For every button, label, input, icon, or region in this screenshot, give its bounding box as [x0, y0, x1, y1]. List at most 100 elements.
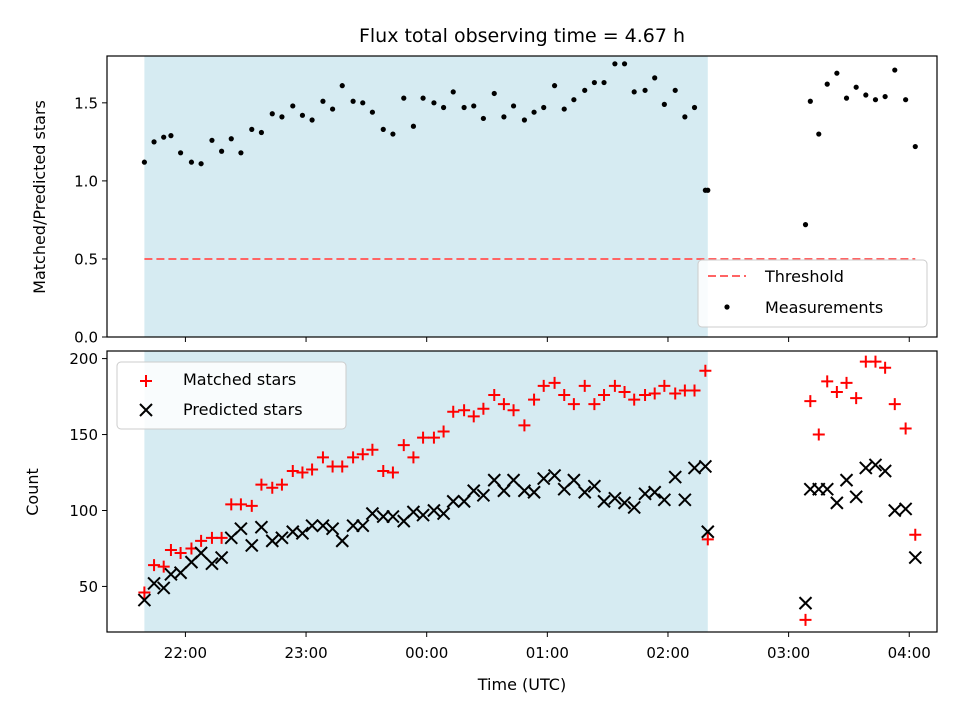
count-legend: Matched stars Predicted stars — [116, 361, 347, 430]
y-tick-label: 150 — [69, 426, 98, 444]
matched-star-point — [157, 560, 170, 573]
legend-measurements-label: Measurements — [765, 298, 883, 317]
predicted-star-point — [265, 534, 279, 548]
measurement-point — [480, 115, 486, 122]
measurement-point — [912, 143, 918, 150]
matched-star-point — [148, 559, 161, 572]
matched-star-point — [407, 451, 420, 464]
predicted-star-point — [830, 496, 844, 510]
measurement-point — [219, 148, 225, 154]
matched-star-point — [366, 443, 379, 456]
measurement-point — [802, 222, 809, 228]
matched-star-point — [699, 364, 712, 377]
measurement-point — [269, 111, 275, 117]
matched-star-point — [234, 498, 247, 511]
matched-star-point — [507, 404, 520, 417]
matched-star-point — [386, 466, 399, 479]
x-tick-label: 22:00 — [164, 644, 207, 662]
predicted-star-point — [627, 500, 641, 515]
matched-star-point — [174, 547, 187, 560]
predicted-star-point — [908, 550, 922, 565]
measurement-point — [279, 114, 285, 120]
predicted-star-point — [859, 461, 873, 475]
measurement-point — [834, 70, 840, 76]
matched-star-point — [467, 410, 480, 423]
matched-star-point — [528, 393, 541, 406]
measurement-point — [601, 79, 607, 86]
predicted-star-point — [839, 473, 854, 487]
matched-star-point — [840, 376, 853, 389]
y-tick-label: 50 — [79, 578, 98, 596]
predicted-star-point — [657, 493, 672, 507]
predicted-star-point — [205, 556, 219, 571]
ratio-panel: 0.0 0.5 1.0 1.5 Matched/Predicted stars Thr… — [30, 55, 938, 347]
predicted-star-point — [798, 596, 813, 610]
measurement-point — [582, 87, 588, 93]
predicted-star-point — [325, 522, 340, 536]
predicted-star-point — [346, 518, 360, 533]
matched-star-point — [850, 392, 863, 405]
predicted-star-point — [386, 509, 400, 524]
matched-star-point — [669, 387, 682, 400]
count-panel-frame — [106, 350, 938, 633]
measurement-point — [401, 95, 407, 101]
measurement-point — [863, 92, 869, 98]
measurement-point — [872, 97, 879, 103]
y-tick-label: 1.5 — [74, 94, 98, 112]
measurement-point — [410, 123, 417, 129]
y-tick-label: 200 — [69, 350, 98, 368]
predicted-star-point — [647, 485, 662, 499]
legend-predicted-label: Predicted stars — [183, 400, 303, 419]
measurement-point — [672, 87, 678, 93]
predicted-star-point — [467, 484, 481, 498]
measurement-point — [258, 129, 265, 136]
y-tick-label: 0.0 — [74, 329, 98, 347]
predicted-star-point — [234, 522, 248, 536]
matched-star-point — [821, 375, 834, 388]
measurement-point — [571, 97, 577, 103]
measurement-point — [816, 131, 822, 137]
predicted-star-point — [868, 458, 883, 472]
measurement-point — [521, 117, 528, 123]
matched-star-point — [245, 499, 258, 512]
chart-title: Flux total observing time = 4.67 h — [359, 25, 685, 47]
matched-star-point — [377, 464, 390, 477]
measurement-point — [642, 87, 648, 93]
predicted-star-point — [254, 520, 269, 534]
matched-star-point — [316, 451, 329, 464]
matched-star-point — [266, 481, 279, 494]
measurement-point — [691, 104, 698, 111]
predicted-star-point — [617, 496, 632, 510]
measurement-point — [249, 126, 255, 132]
matched-star-point — [639, 389, 652, 402]
predicted-star-point — [567, 473, 581, 487]
predicted-stars-points — [137, 458, 922, 610]
predicted-star-point — [137, 593, 152, 607]
x-axis-label: Time (UTC) — [477, 675, 566, 694]
measurement-point — [551, 83, 558, 89]
legend-measurements-swatch — [724, 304, 730, 310]
matched-star-point — [477, 402, 490, 415]
matched-star-point — [628, 393, 641, 406]
measurement-point — [612, 61, 618, 67]
predicted-star-point — [506, 473, 521, 487]
predicted-star-point — [476, 488, 491, 503]
matched-stars-points — [138, 355, 922, 626]
predicted-star-point — [678, 493, 692, 507]
predicted-star-point — [245, 538, 259, 553]
x-tick-label: 04:00 — [888, 644, 931, 662]
measurement-point — [807, 98, 813, 104]
measurement-point — [621, 61, 628, 67]
measurement-point — [339, 83, 345, 89]
matched-star-point — [909, 528, 922, 541]
legend-matched-label: Matched stars — [183, 370, 296, 389]
count-legend-box — [116, 361, 347, 430]
matched-star-point — [567, 398, 580, 411]
observing-window-shade — [144, 56, 708, 337]
matched-star-point — [275, 478, 288, 491]
predicted-star-point — [457, 494, 471, 509]
matched-star-point — [306, 463, 319, 476]
predicted-star-point — [427, 503, 441, 518]
matched-star-point — [497, 398, 510, 411]
predicted-star-point — [436, 506, 451, 521]
